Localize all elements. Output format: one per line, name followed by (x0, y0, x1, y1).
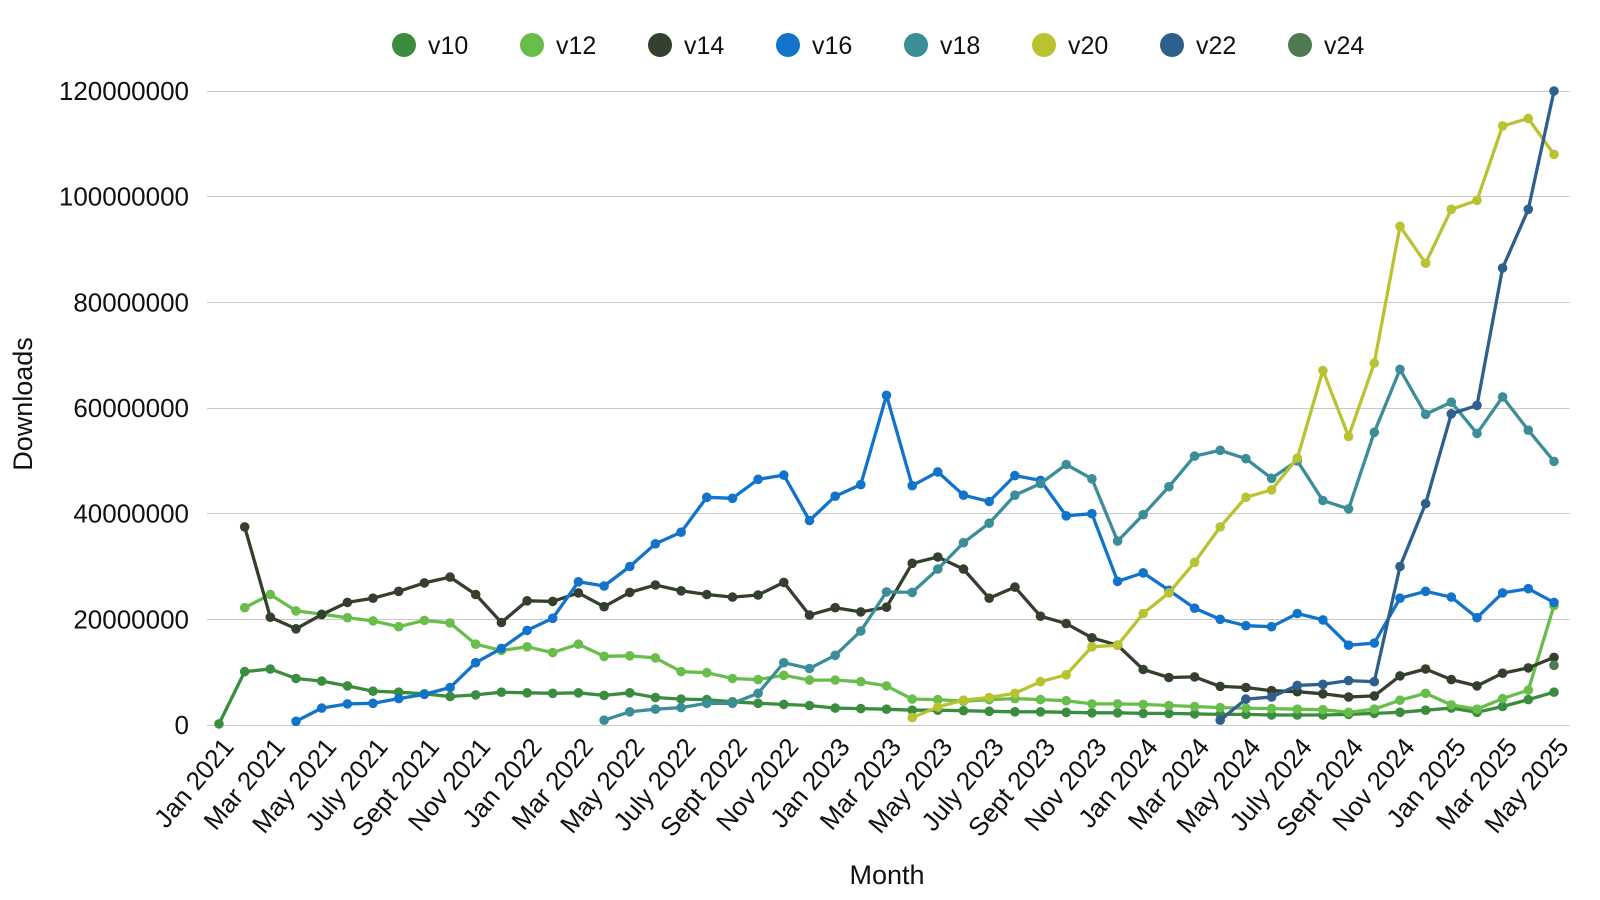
svg-text:v12: v12 (556, 32, 596, 60)
svg-text:v10: v10 (428, 32, 468, 60)
svg-text:Downloads: Downloads (8, 337, 38, 471)
svg-text:80000000: 80000000 (73, 287, 189, 317)
svg-text:20000000: 20000000 (73, 604, 189, 634)
svg-text:100000000: 100000000 (59, 182, 189, 212)
svg-text:60000000: 60000000 (73, 393, 189, 423)
svg-text:v16: v16 (812, 32, 852, 60)
svg-text:v24: v24 (1324, 32, 1364, 60)
svg-text:120000000: 120000000 (59, 76, 189, 106)
svg-text:Month: Month (849, 860, 924, 890)
svg-text:v14: v14 (684, 32, 724, 60)
svg-text:v18: v18 (940, 32, 980, 60)
svg-text:v20: v20 (1068, 32, 1108, 60)
svg-text:40000000: 40000000 (73, 499, 189, 529)
svg-text:0: 0 (175, 710, 189, 740)
svg-text:v22: v22 (1196, 32, 1236, 60)
